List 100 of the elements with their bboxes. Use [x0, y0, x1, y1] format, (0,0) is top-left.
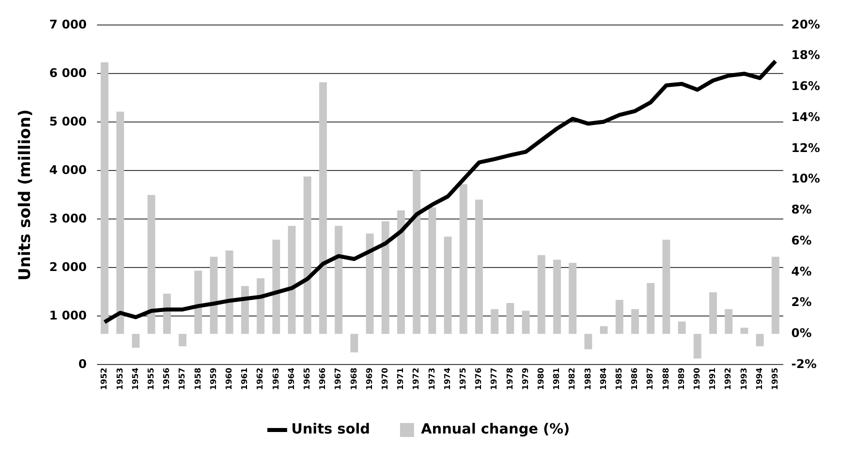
- bar: [319, 82, 327, 334]
- x-tick-label: 1990: [692, 367, 702, 390]
- bar: [553, 260, 561, 334]
- y2-tick-label: 20%: [791, 17, 820, 32]
- x-tick-label: 1992: [724, 368, 733, 390]
- x-tick-label: 1985: [614, 367, 624, 390]
- y2-tick-label: 12%: [791, 140, 820, 155]
- bar: [616, 300, 624, 334]
- bar: [662, 240, 670, 334]
- x-tick-label: 1960: [224, 367, 234, 390]
- y-tick-label: 1 000: [49, 308, 87, 322]
- x-tick-label: 1979: [520, 367, 530, 390]
- bar: [646, 282, 655, 334]
- bar: [366, 234, 374, 334]
- bar: [460, 184, 468, 334]
- x-tick-label: 1970: [380, 367, 390, 390]
- bar: [382, 221, 390, 334]
- y2-tick-label: 2%: [791, 295, 812, 310]
- x-tick-label: 1952: [100, 368, 109, 390]
- bar: [709, 292, 717, 334]
- x-tick-label: 1972: [412, 368, 421, 390]
- bar: [210, 256, 218, 334]
- bar: [116, 112, 124, 334]
- y2-tick-label: 18%: [791, 48, 820, 62]
- bar: [538, 255, 546, 334]
- y-tick-label: 2 000: [49, 260, 87, 274]
- bar: [694, 334, 702, 359]
- x-tick-label: 1955: [146, 367, 156, 390]
- bar: [522, 310, 530, 334]
- x-tick-label: 1959: [208, 367, 218, 390]
- y2-tick-label: 6%: [791, 233, 812, 248]
- x-tick-label: 1966: [318, 367, 328, 390]
- x-tick-label: 1986: [630, 367, 640, 390]
- x-tick-label: 1957: [178, 368, 187, 390]
- y2-tick-label: 16%: [791, 79, 820, 94]
- x-tick-label: 1977: [490, 368, 499, 390]
- bar: [428, 207, 436, 334]
- x-tick-label: 1978: [505, 367, 514, 390]
- y-tick-label: 3 000: [49, 211, 87, 226]
- x-tick-label: 1976: [474, 367, 484, 390]
- bar: [506, 303, 514, 334]
- bar: [475, 200, 483, 334]
- x-tick-label: 1965: [302, 367, 312, 390]
- x-tick-label: 1958: [193, 367, 202, 390]
- bar: [241, 286, 249, 334]
- bar: [600, 326, 608, 334]
- x-tick-label: 1995: [770, 367, 780, 390]
- bar: [444, 236, 452, 334]
- bar: [178, 334, 186, 346]
- x-tick-label: 1982: [568, 368, 577, 390]
- bar: [132, 334, 140, 348]
- x-tick-label: 1991: [708, 367, 718, 390]
- x-tick-label: 1975: [458, 367, 468, 390]
- x-tick-label: 1968: [349, 367, 358, 390]
- x-tick-label: 1980: [536, 367, 546, 390]
- bar: [194, 270, 202, 334]
- y-tick-label: 5 000: [49, 114, 87, 128]
- x-tick-label: 1967: [334, 368, 343, 390]
- bar: [226, 250, 234, 334]
- x-tick-label: 1983: [583, 368, 592, 390]
- x-tick-label: 1993: [739, 368, 748, 390]
- x-tick-label: 1988: [661, 367, 670, 390]
- bar: [256, 278, 264, 334]
- x-tick-label: 1989: [676, 367, 686, 390]
- bar: [304, 176, 312, 334]
- bar: [350, 334, 358, 352]
- bar: [490, 309, 498, 334]
- x-tick-label: 1956: [162, 367, 172, 390]
- y2-tick-label: 10%: [791, 172, 820, 186]
- bar: [397, 210, 405, 334]
- y2-tick-label: 8%: [791, 202, 812, 217]
- bar: [100, 62, 108, 334]
- x-tick-label: 1973: [427, 368, 436, 390]
- x-tick-label: 1963: [271, 368, 280, 390]
- x-tick-label: 1964: [286, 367, 296, 390]
- y-tick-label: 7 000: [49, 17, 87, 32]
- x-tick-label: 1994: [754, 367, 764, 390]
- bar: [568, 262, 577, 334]
- x-tick-label: 1954: [130, 367, 140, 390]
- bar: [756, 334, 764, 346]
- x-tick-label: 1953: [115, 368, 124, 390]
- bar: [334, 226, 342, 334]
- bar: [678, 322, 686, 334]
- y2-tick-label: 14%: [791, 110, 820, 124]
- x-tick-label: 1981: [552, 367, 562, 390]
- y-tick-label: 0: [78, 356, 87, 371]
- y-axis-title: Units sold (million): [14, 109, 34, 281]
- y2-tick-label: 0%: [791, 326, 812, 340]
- y-tick-label: 4 000: [49, 162, 87, 177]
- legend-label: Units sold: [291, 422, 370, 438]
- y2-tick-label: 4%: [791, 264, 812, 278]
- y-tick-label: 6 000: [49, 66, 87, 80]
- x-tick-label: 1987: [646, 368, 655, 390]
- x-tick-label: 1962: [256, 368, 265, 390]
- bar: [288, 226, 296, 334]
- bar: [148, 194, 156, 334]
- x-tick-label: 1974: [442, 367, 452, 390]
- bar: [412, 170, 420, 334]
- y2-tick-label: -2%: [791, 356, 817, 371]
- bar: [772, 256, 780, 334]
